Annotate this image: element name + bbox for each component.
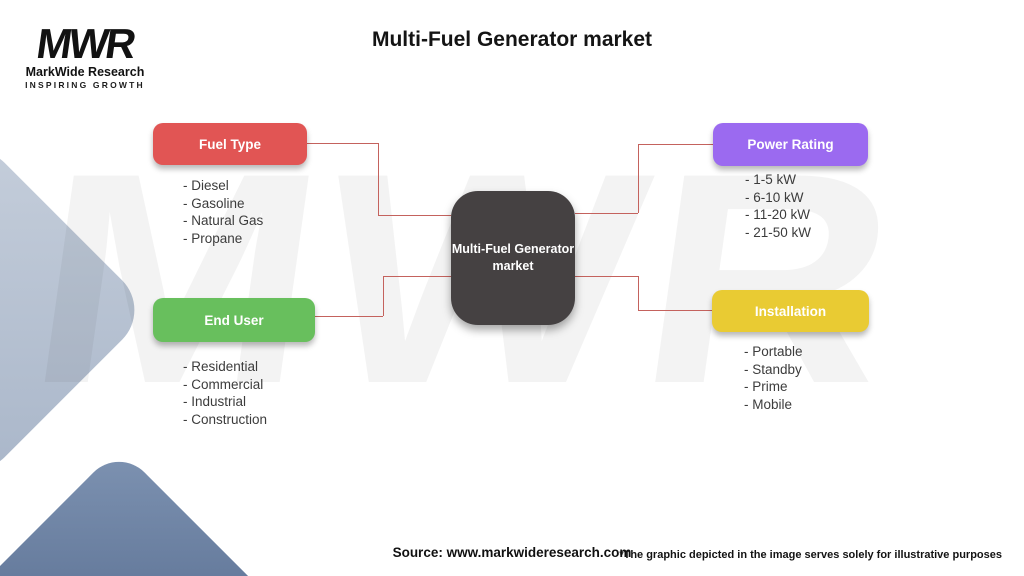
fuel-type-list: - Diesel - Gasoline - Natural Gas - Prop…	[183, 177, 263, 247]
disclaimer-note: *The graphic depicted in the image serve…	[619, 549, 1002, 561]
segment-box-power-rating: Power Rating	[713, 123, 868, 166]
connector-power-h2	[638, 144, 713, 145]
list-item-diesel: - Diesel	[183, 178, 229, 193]
segment-box-fuel-type: Fuel Type	[153, 123, 307, 165]
connector-power-h1	[575, 213, 638, 214]
list-item-residential: - Residential	[183, 359, 259, 374]
list-item-commercial: - Commercial	[183, 376, 264, 392]
list-item-1-5-kw: - 1-5 kW	[745, 172, 797, 187]
list-item-6-10-kw: - 6-10 kW	[745, 189, 804, 205]
segment-label-fuel-type: Fuel Type	[198, 136, 261, 152]
segment-label-installation: Installation	[754, 303, 827, 319]
segment-label-power-rating: Power Rating	[747, 137, 834, 152]
list-item-natural-gas: - Natural Gas	[183, 213, 264, 228]
power-rating-list: - 1-5 kW - 6-10 kW - 11-20 kW - 21-50 kW	[745, 171, 811, 241]
installation-list: - Portable - Standby - Prime - Mobile	[744, 343, 803, 413]
source-attribution: Source: www.markwideresearch.com	[392, 545, 632, 560]
page-title: Multi-Fuel Generator market	[371, 28, 653, 51]
connector-install-v	[638, 276, 639, 310]
list-item-standby: - Standby	[744, 361, 802, 377]
segment-label-end-user: End User	[204, 312, 264, 328]
list-item-portable: - Portable	[744, 344, 803, 359]
center-node-label-line1: Multi-Fuel Generator	[451, 242, 575, 256]
connector-fuel-h1	[307, 143, 378, 144]
center-node-label-line2: market	[492, 259, 534, 273]
connector-enduser-h2	[383, 276, 451, 277]
list-item-prime: - Prime	[744, 379, 788, 394]
list-item-industrial: - Industrial	[183, 394, 247, 409]
markwide-research-logo: MWR MarkWide Research INSPIRING GROWTH	[20, 20, 150, 90]
logo-name: MarkWide Research	[25, 65, 145, 79]
list-item-gasoline: - Gasoline	[183, 195, 245, 211]
connector-fuel-h2	[378, 215, 451, 216]
connector-fuel-v	[378, 143, 379, 215]
list-item-mobile: - Mobile	[744, 396, 793, 412]
list-item-construction: - Construction	[183, 411, 268, 427]
connector-enduser-h1	[315, 316, 383, 317]
connector-enduser-v	[383, 276, 384, 316]
list-item-propane: - Propane	[183, 230, 243, 246]
center-node-multi-fuel-generator-market: Multi-Fuel Generator market	[451, 191, 575, 325]
connector-install-h1	[575, 276, 638, 277]
logo-tagline: INSPIRING GROWTH	[25, 80, 145, 90]
segment-box-end-user: End User	[153, 298, 315, 342]
segment-box-installation: Installation	[712, 290, 869, 332]
list-item-11-20-kw: - 11-20 kW	[745, 207, 811, 222]
connector-power-v	[638, 144, 639, 213]
connector-install-h2	[638, 310, 712, 311]
end-user-list: - Residential - Commercial - Industrial …	[183, 358, 267, 428]
list-item-21-50-kw: - 21-50 kW	[745, 224, 812, 240]
